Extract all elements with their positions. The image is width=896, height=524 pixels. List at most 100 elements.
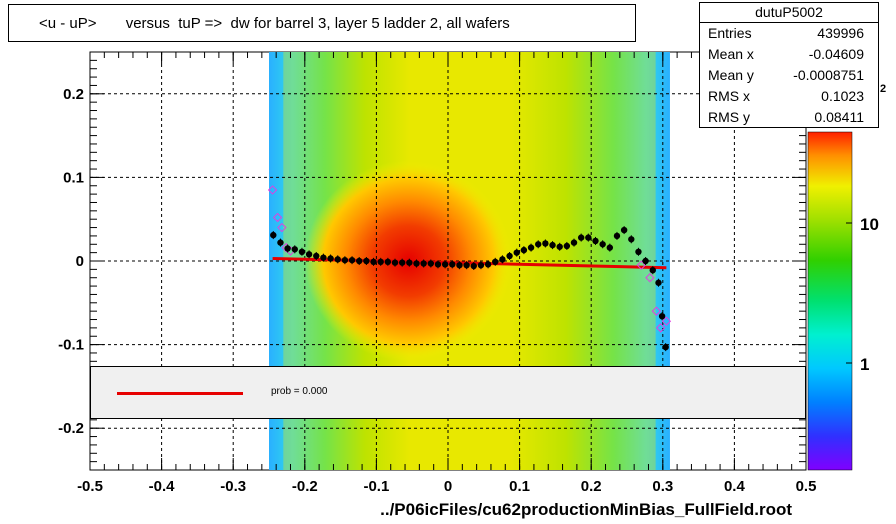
profile-point [642, 257, 649, 265]
x-tick-label: 0.3 [652, 478, 673, 495]
open-marker [636, 260, 647, 270]
x-tick-label: 0.4 [724, 478, 746, 495]
profile-point [635, 248, 642, 256]
profile-point [658, 312, 666, 320]
palette-label: 1 [860, 355, 869, 374]
stats-key: Mean y [708, 67, 754, 83]
profile-point [284, 245, 291, 252]
profile-point [556, 243, 563, 250]
y-tick-label: -0.1 [58, 337, 84, 354]
profile-point [506, 252, 513, 260]
profile-point [384, 258, 392, 266]
profile-point [334, 256, 341, 263]
profile-point [520, 246, 528, 254]
stats-key: Mean x [708, 46, 754, 62]
profile-point [270, 231, 277, 239]
profile-point [413, 260, 420, 267]
profile-point [341, 256, 349, 264]
profile-point [620, 226, 628, 234]
profile-point [298, 248, 306, 256]
stats-row-rms-x: RMS x 0.1023 [700, 86, 878, 107]
profile-point [570, 239, 578, 246]
profile-point [477, 261, 485, 269]
profile-points [267, 185, 672, 352]
stats-name: dutuP5002 [700, 3, 878, 23]
stats-box: dutuP5002 Entries 439996 Mean x -0.04609… [699, 2, 879, 128]
y-tick-label: 0.1 [63, 169, 84, 186]
profile-point [398, 259, 406, 266]
profile-point [406, 259, 413, 266]
profile-point [549, 241, 556, 249]
profile-point [599, 241, 606, 248]
stats-row-entries: Entries 439996 [700, 23, 878, 44]
profile-point [542, 240, 549, 247]
profile-point [363, 257, 370, 265]
profile-point [320, 254, 327, 261]
stats-value: 0.1023 [821, 88, 864, 104]
profile-point [291, 246, 298, 253]
profile-point [513, 249, 520, 256]
palette-label-top: 2 [880, 83, 886, 95]
open-marker [267, 185, 278, 195]
profile-point [327, 255, 334, 262]
profile-point [592, 237, 599, 245]
profile-point [527, 244, 535, 251]
profile-point [391, 259, 399, 266]
profile-point [499, 256, 506, 263]
file-path-label: ../P06icFiles/cu62productionMinBias_Full… [380, 500, 792, 519]
open-marker [651, 306, 662, 316]
x-tick-label: -0.1 [363, 478, 389, 495]
open-marker [645, 273, 655, 283]
stats-row-rms-y: RMS y 0.08411 [700, 107, 878, 128]
profile-point [535, 241, 542, 248]
profile-point [277, 239, 284, 246]
x-tick-label: 0.1 [509, 478, 530, 495]
profile-point [662, 343, 669, 351]
profile-point [348, 256, 356, 264]
stats-value: -0.04609 [808, 46, 864, 62]
stats-key: RMS x [708, 88, 750, 104]
open-marker [272, 212, 283, 223]
profile-point [628, 236, 635, 243]
stats-value: 0.08411 [814, 109, 864, 125]
profile-point [427, 260, 435, 267]
profile-point [606, 244, 614, 251]
profile-point [649, 266, 656, 274]
x-tick-label: -0.4 [149, 478, 176, 495]
profile-point [305, 251, 313, 258]
profile-point [441, 261, 449, 268]
plot-title: <u - uP> versus tuP => dw for barrel 3, … [8, 4, 636, 42]
profile-point [484, 261, 492, 268]
x-tick-label: -0.2 [292, 478, 318, 495]
x-tick-label: -0.3 [220, 478, 246, 495]
palette-bar [807, 131, 853, 471]
x-tick-label: -0.5 [77, 478, 103, 495]
x-tick-label: 0 [444, 478, 452, 495]
open-marker [655, 323, 666, 333]
profile-point [449, 261, 456, 268]
profile-point [577, 234, 585, 241]
profile-point [563, 242, 571, 250]
profile-point [456, 261, 463, 269]
legend-box: prob = 0.000 [90, 366, 806, 419]
y-tick-label: 0.2 [63, 86, 84, 103]
profile-point [463, 261, 470, 269]
legend-text: prob = 0.000 [271, 386, 328, 397]
profile-point [377, 258, 384, 266]
profile-point [370, 258, 377, 266]
profile-point [585, 234, 592, 241]
x-tick-label: 0.5 [796, 478, 817, 495]
stats-row-mean-x: Mean x -0.04609 [700, 44, 878, 65]
palette-label: 10 [860, 215, 879, 234]
x-tick-label: 0.2 [581, 478, 602, 495]
profile-point [470, 262, 477, 270]
stats-value: 439996 [817, 25, 864, 41]
legend-fit-line-swatch [117, 392, 243, 395]
stats-row-mean-y: Mean y -0.0008751 [700, 65, 878, 86]
profile-point [613, 232, 621, 240]
profile-point [356, 257, 363, 265]
color-palette: 1 10 2 [807, 83, 886, 471]
profile-point [492, 258, 499, 266]
y-tick-label: 0 [76, 253, 84, 270]
stats-key: RMS y [708, 109, 750, 125]
